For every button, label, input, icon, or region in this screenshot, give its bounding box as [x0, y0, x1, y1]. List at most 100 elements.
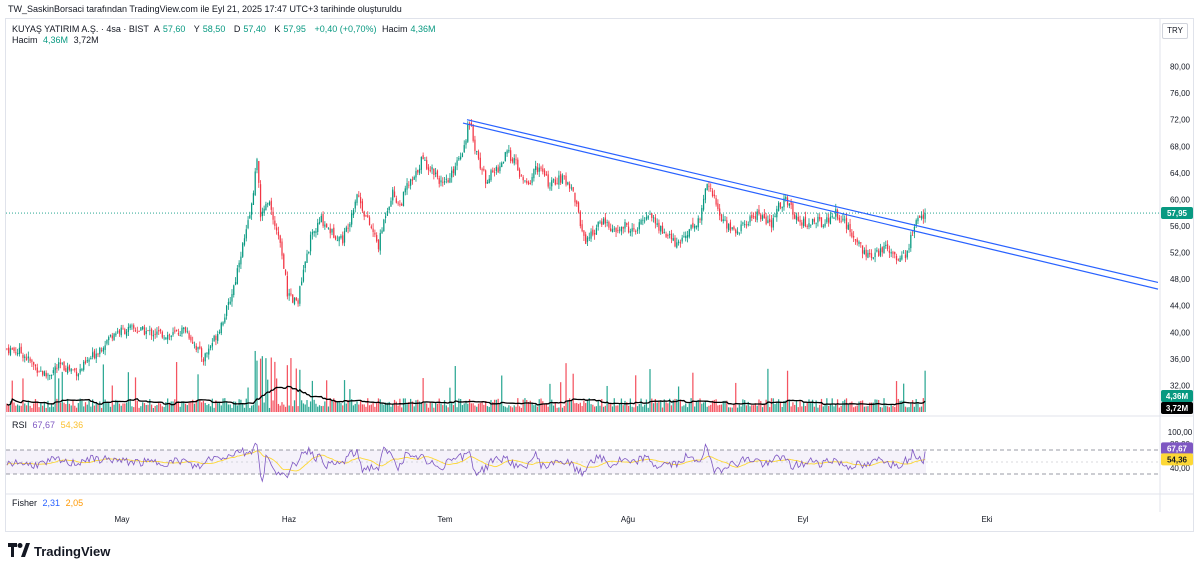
candle-body — [258, 161, 260, 183]
volume-bar — [667, 403, 669, 412]
candle-body — [377, 239, 380, 250]
candle-body — [29, 358, 31, 362]
candle-body — [810, 224, 812, 226]
candle-body — [645, 217, 648, 220]
tradingview-logo[interactable]: TradingView — [8, 543, 110, 560]
candle-body — [334, 236, 337, 240]
volume-bar — [72, 400, 74, 412]
volume-bar — [640, 398, 642, 412]
candle-body — [86, 360, 88, 362]
candle-body — [313, 231, 315, 233]
volume-bar — [729, 407, 732, 412]
candle-body — [906, 250, 908, 258]
candle-body — [276, 227, 278, 231]
chart-frame[interactable] — [5, 18, 1194, 532]
volume-bar — [274, 361, 276, 412]
volume-bar — [402, 398, 405, 412]
candle-body — [508, 149, 510, 152]
volume-bar — [65, 404, 67, 412]
volume-bar — [617, 405, 619, 412]
candle-body — [472, 124, 474, 141]
volume-bar — [799, 400, 801, 412]
volume-bar — [869, 402, 871, 412]
volume-bar — [602, 406, 605, 412]
candle-body — [47, 374, 49, 376]
volume-bar — [704, 401, 707, 412]
volume-bar — [163, 406, 165, 412]
candle-body — [708, 185, 710, 187]
close-value: 57,95 — [283, 24, 306, 34]
open-value: 57,60 — [162, 24, 186, 34]
candle-body — [445, 178, 447, 180]
volume-bar — [113, 404, 115, 412]
volume-bar — [911, 400, 914, 412]
volume-bar — [663, 399, 665, 412]
candle-body — [565, 175, 567, 185]
rsi-ma-tag-bg — [1161, 453, 1193, 466]
candle-body — [769, 218, 771, 223]
tradingview-brand-label: TradingView — [34, 544, 111, 559]
candle-body — [742, 222, 744, 224]
volume-bar — [290, 358, 292, 412]
candle-body — [604, 217, 606, 224]
volume-bar — [690, 398, 692, 412]
candle-body — [311, 232, 313, 235]
volume-bar — [565, 363, 567, 412]
candle-body — [326, 223, 328, 228]
volume-bar — [742, 399, 744, 412]
candle-body — [43, 371, 46, 377]
candle-body — [511, 159, 514, 162]
volume-bar — [184, 403, 187, 412]
candle-body — [193, 344, 196, 346]
candle-body — [811, 218, 814, 225]
currency-button[interactable]: TRY — [1162, 23, 1188, 39]
fisher-label[interactable]: Fisher — [12, 498, 38, 508]
volume-bar — [295, 368, 297, 412]
candle-body — [158, 330, 160, 332]
candle-body — [890, 252, 892, 254]
volume-bar — [283, 404, 285, 412]
volume-bar — [744, 400, 746, 412]
volume-bar — [326, 380, 328, 412]
volume-bar — [54, 366, 56, 412]
volume-bar — [801, 406, 803, 412]
candle-body — [295, 297, 297, 301]
symbol-label[interactable]: KUYAŞ YATIRIM A.Ş. · 4sa · BIST — [12, 24, 149, 34]
volume-bar — [315, 403, 317, 412]
volume-bar — [426, 403, 428, 412]
candle-body — [774, 216, 776, 217]
candle-body — [361, 201, 364, 211]
candle-body — [835, 209, 837, 217]
candle-body — [683, 236, 685, 237]
volume-bar — [233, 401, 235, 412]
volume-bar — [41, 405, 44, 412]
volume-ma-value: 3,72M — [73, 35, 99, 45]
candle-body — [872, 257, 874, 259]
candle-body — [183, 327, 185, 330]
volume-bar — [853, 407, 855, 412]
volume-bar — [767, 368, 769, 412]
volume-bar — [529, 400, 531, 412]
price-tick-label: 36,00 — [1170, 355, 1191, 364]
volume-bar — [15, 405, 17, 412]
volume-bar — [197, 374, 199, 412]
candle-body — [561, 175, 564, 184]
price-tick-label: 44,00 — [1170, 302, 1191, 311]
candle-body — [477, 151, 480, 159]
rsi-label[interactable]: RSI — [12, 420, 28, 430]
candle-body — [756, 211, 758, 220]
volume-bar — [883, 398, 885, 412]
volume-bar — [209, 406, 212, 412]
volume-bar — [145, 404, 147, 412]
candle-body — [397, 202, 399, 204]
volume-bar — [195, 399, 197, 412]
candle-body — [695, 225, 698, 228]
candle-body — [217, 333, 219, 341]
volume-bar — [476, 406, 478, 412]
volume-bar — [301, 400, 303, 412]
volume-bar — [127, 372, 129, 412]
candle-body — [268, 201, 271, 205]
candle-body — [338, 237, 340, 242]
volume-label[interactable]: Hacim — [12, 35, 38, 45]
